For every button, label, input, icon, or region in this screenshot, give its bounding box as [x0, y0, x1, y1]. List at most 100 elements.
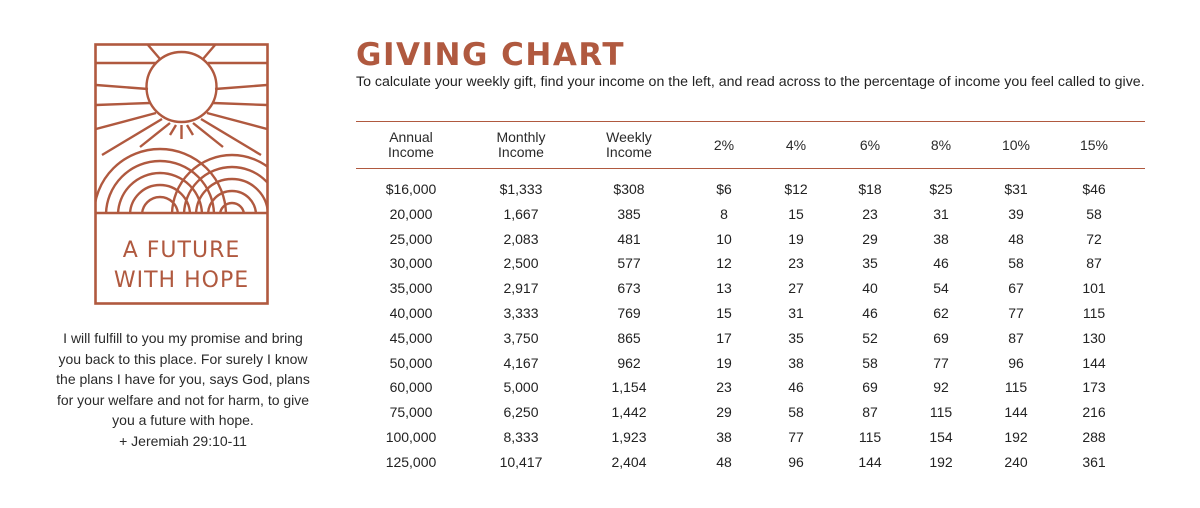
table-cell: 361: [1082, 453, 1106, 470]
table-cell: 2,500: [503, 255, 539, 272]
table-cell: 23: [788, 255, 804, 272]
table-cell: 100,000: [385, 429, 437, 445]
table-cell: 101: [1082, 280, 1106, 297]
table-cell: 40,000: [389, 305, 433, 321]
column-header-label: 6%: [859, 136, 881, 153]
scripture-verse: I will fulfill to you my promise and bri…: [52, 328, 314, 452]
verse-citation: + Jeremiah 29:10-11: [119, 432, 247, 449]
column-header-label: 8%: [930, 136, 952, 153]
logo-line1: A FUTURE: [123, 238, 241, 263]
table-cell: 115: [858, 429, 882, 445]
table-cell: 192: [1004, 429, 1028, 445]
table-cell: 58: [1086, 205, 1102, 222]
table-cell: 192: [929, 453, 953, 470]
column-header: 2%: [674, 125, 774, 165]
table-cell: 962: [617, 354, 641, 371]
table-cell: $308: [613, 181, 645, 197]
table-cell: 60,000: [389, 379, 433, 396]
column-header-label: Monthly Income: [496, 129, 546, 160]
table-cell: 1,923: [611, 429, 647, 445]
table-cell: 69: [933, 329, 949, 346]
table-cell: 8,333: [503, 429, 539, 445]
table-cell: $25: [929, 181, 953, 197]
table-cell: 769: [617, 305, 641, 321]
column-header-label-line2: Income: [388, 144, 434, 160]
table-cell: 69: [862, 379, 878, 396]
table-cell: 577: [617, 255, 641, 272]
future-with-hope-logo: A FUTURE WITH HOPE: [94, 43, 269, 305]
table-cell: $46: [1082, 181, 1106, 197]
table-cell: 67: [1008, 280, 1024, 297]
table-cell: 10: [716, 230, 732, 247]
table-cell: 8: [720, 205, 728, 222]
table-cell: 4,167: [503, 354, 539, 371]
column-header: 10%: [966, 125, 1066, 165]
table-cell: 288: [1082, 429, 1106, 445]
table-cell: 48: [716, 453, 732, 470]
table-cell: 46: [862, 305, 878, 321]
table-cell: 58: [788, 404, 804, 421]
table-cell: 115: [1082, 305, 1106, 321]
table-cell: 673: [617, 280, 641, 297]
table-cell: 30,000: [389, 255, 433, 272]
table-cell: 96: [788, 453, 804, 470]
table-cell: 31: [933, 205, 949, 222]
table-cell: 115: [929, 404, 953, 421]
table-cell: 46: [788, 379, 804, 396]
table-cell: 72: [1086, 230, 1102, 247]
table-cell: 6,250: [503, 404, 539, 421]
table-cell: 23: [716, 379, 732, 396]
column-header: Annual Income: [361, 125, 461, 165]
table-cell: 87: [1008, 329, 1024, 346]
table-cell: 144: [1082, 354, 1106, 371]
table-cell: $16,000: [385, 181, 437, 197]
table-cell: 1,442: [611, 404, 647, 421]
table-cell: 35: [788, 329, 804, 346]
table-cell: 38: [788, 354, 804, 371]
table-cell: 13: [716, 280, 732, 297]
table-cell: 39: [1008, 205, 1024, 222]
sun-hills-icon: A FUTURE WITH HOPE: [94, 43, 269, 305]
table-cell: 12: [716, 255, 732, 272]
table-cell: 115: [1004, 379, 1028, 396]
table-cell: 19: [788, 230, 804, 247]
table-cell: 77: [788, 429, 804, 445]
table-cell: 25,000: [389, 230, 433, 247]
table-cell: 52: [862, 329, 878, 346]
table-cell: 15: [716, 305, 732, 321]
table-cell: 87: [862, 404, 878, 421]
table-cell: 173: [1082, 379, 1106, 396]
column-header: Monthly Income: [471, 125, 571, 165]
table-cell: 216: [1082, 404, 1106, 421]
table-cell: $18: [858, 181, 882, 197]
table-cell: 154: [929, 429, 953, 445]
table-cell: 125,000: [385, 453, 437, 470]
column-header-label-line2: Income: [606, 144, 652, 160]
table-header-rule: [356, 168, 1145, 169]
table-cell: $12: [784, 181, 808, 197]
verse-text: I will fulfill to you my promise and bri…: [56, 330, 310, 429]
table-cell: 58: [1008, 255, 1024, 272]
table-cell: 2,404: [611, 453, 647, 470]
page-subtitle: To calculate your weekly gift, find your…: [356, 74, 1145, 90]
table-cell: 27: [788, 280, 804, 297]
table-cell: 20,000: [389, 205, 433, 222]
table-cell: 2,917: [503, 280, 539, 297]
table-cell: 3,750: [503, 329, 539, 346]
table-cell: 2,083: [503, 230, 539, 247]
table-cell: 385: [617, 205, 641, 222]
table-cell: 96: [1008, 354, 1024, 371]
column-header: Weekly Income: [579, 125, 679, 165]
table-cell: 15: [788, 205, 804, 222]
column-header-label: 4%: [785, 136, 807, 153]
column-header: 15%: [1044, 125, 1144, 165]
table-cell: 144: [1004, 404, 1028, 421]
page-title: GIVING CHART: [356, 37, 625, 73]
table-cell: 92: [933, 379, 949, 396]
table-cell: 17: [716, 329, 732, 346]
table-cell: 1,667: [503, 205, 539, 222]
column-header: 6%: [820, 125, 920, 165]
table-cell: 38: [933, 230, 949, 247]
table-cell: 45,000: [389, 329, 433, 346]
table-cell: 10,417: [499, 453, 543, 470]
